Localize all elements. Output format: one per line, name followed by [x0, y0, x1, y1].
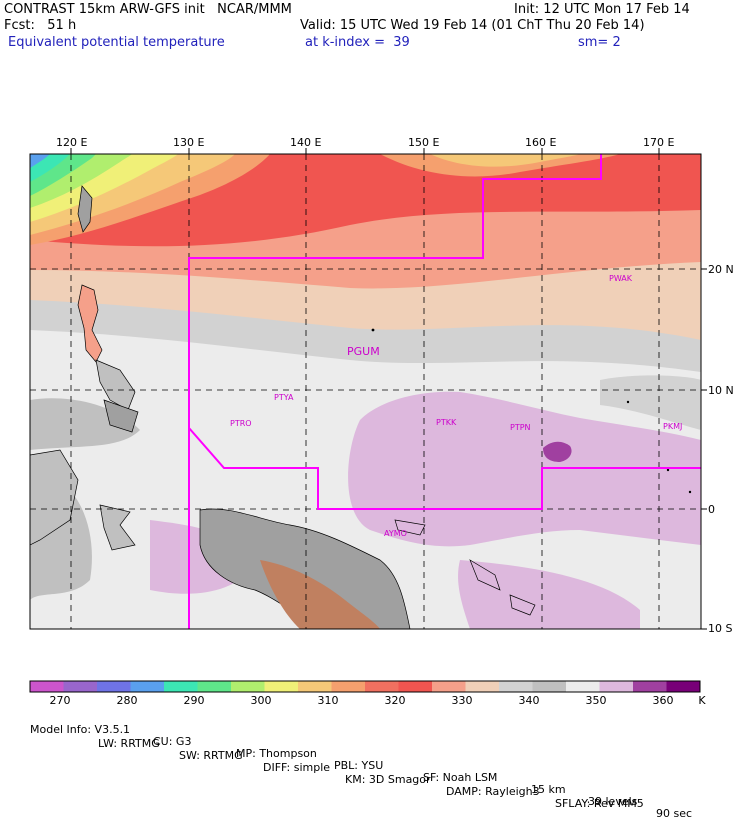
colorbar-swatch	[465, 681, 500, 692]
colorbar-swatch	[63, 681, 98, 692]
colorbar-swatch	[231, 681, 265, 692]
colorbar-label: 320	[384, 694, 406, 707]
colorbar-swatch	[566, 681, 600, 692]
map-canvas	[29, 148, 707, 693]
footer-item: DIFF: simple	[263, 761, 331, 774]
field-region-360	[348, 391, 701, 547]
header-init-time: Init: 12 UTC Mon 17 Feb 14	[514, 2, 690, 17]
station-label: PTPN	[510, 423, 531, 432]
colorbar-label: 350	[585, 694, 607, 707]
header-field-name: Equivalent potential temperature	[8, 35, 225, 50]
new-guinea-highlands	[260, 560, 380, 629]
colorbar-swatch	[499, 681, 533, 692]
header-forecast-hour: Fcst: 51 h	[4, 18, 77, 33]
mindanao-landmass	[103, 399, 139, 433]
station-label: PTKK	[436, 418, 457, 427]
taiwan-landmass	[77, 185, 93, 233]
field-region-360c	[458, 560, 640, 629]
colorbar-label: 310	[317, 694, 339, 707]
lon-label: 150 E	[408, 136, 440, 149]
footer-item: DAMP: Rayleigh3	[446, 785, 540, 798]
colorbar-label: 300	[250, 694, 272, 707]
lat-label: 20 N	[708, 263, 734, 276]
station-label: PTRO	[230, 419, 252, 428]
colorbar-swatch	[97, 681, 131, 692]
island-dot	[666, 468, 670, 472]
footer-item: SFLAY: Rev MM5	[555, 797, 644, 810]
colorbar-label: 360	[652, 694, 674, 707]
colorbar-swatch	[264, 681, 299, 692]
colorbar	[29, 680, 701, 693]
map-frame	[29, 153, 702, 630]
footer-physics-info: LW: RRTMG SW: RRTMG DIFF: simple KM: 3D …	[0, 726, 740, 810]
colorbar-unit: K	[698, 694, 706, 707]
colorbar-swatch	[197, 681, 232, 692]
header-level: at k-index = 39	[305, 35, 410, 50]
colorbar-swatch	[398, 681, 433, 692]
lon-label: 170 E	[643, 136, 675, 149]
island-outline	[509, 594, 536, 616]
colorbar-swatch	[30, 681, 64, 692]
colorbar-swatch	[532, 681, 567, 692]
colorbar-swatch	[599, 681, 634, 692]
footer-item: KM: 3D Smagor	[345, 773, 431, 786]
island-outline	[469, 559, 501, 591]
colorbar-label: 280	[116, 694, 138, 707]
lat-label: 10 S	[708, 622, 733, 635]
station-label: PWAK	[609, 274, 633, 283]
colorbar-swatch	[130, 681, 165, 692]
island-dot	[626, 400, 630, 404]
colorbar-swatch	[331, 681, 366, 692]
lon-label: 160 E	[525, 136, 557, 149]
lon-label: 120 E	[56, 136, 88, 149]
island-outline	[394, 519, 426, 536]
station-label: PKMJ	[663, 422, 683, 431]
station-label: PTYA	[274, 393, 294, 402]
philippines-landmass	[77, 284, 103, 363]
new-guinea-landmass	[199, 508, 411, 629]
colorbar-label: 270	[49, 694, 71, 707]
theta-e-field	[30, 154, 701, 629]
boundary-south	[188, 258, 701, 510]
colorbar-swatch	[365, 681, 399, 692]
footer-item: Model Info: V3.5.1	[30, 723, 131, 736]
lon-label: 130 E	[173, 136, 205, 149]
station-label: AYMO	[384, 529, 407, 538]
colorbar-label: 340	[518, 694, 540, 707]
guam-island	[371, 328, 375, 332]
field-band-320b	[430, 154, 580, 167]
island-dot	[688, 490, 692, 494]
field-blob	[600, 375, 701, 430]
colorbar-swatch	[298, 681, 332, 692]
field-band-285	[30, 154, 50, 168]
footer-item: SW: RRTMG	[179, 749, 243, 762]
sulawesi-landmass	[99, 504, 136, 551]
field-spot-365	[543, 441, 572, 462]
map-ticks	[70, 148, 707, 630]
colorbar-swatch	[633, 681, 667, 692]
lon-label: 140 E	[290, 136, 322, 149]
colorbar-label: 290	[183, 694, 205, 707]
station-label: PGUM	[347, 345, 380, 358]
header-valid-time: Valid: 15 UTC Wed 19 Feb 14 (01 ChT Thu …	[300, 18, 645, 33]
colorbar-label: 330	[451, 694, 473, 707]
lat-label: 0	[708, 503, 715, 516]
colorbar-swatch	[164, 681, 198, 692]
lat-label: 10 N	[708, 384, 734, 397]
colorbar-swatch	[432, 681, 466, 692]
colorbar-frame	[29, 680, 701, 693]
header-model-title: CONTRAST 15km ARW-GFS init NCAR/MMM	[4, 2, 292, 17]
header-smoothing: sm= 2	[578, 35, 621, 50]
borneo-landmass	[30, 449, 79, 546]
colorbar-swatch	[666, 681, 701, 692]
